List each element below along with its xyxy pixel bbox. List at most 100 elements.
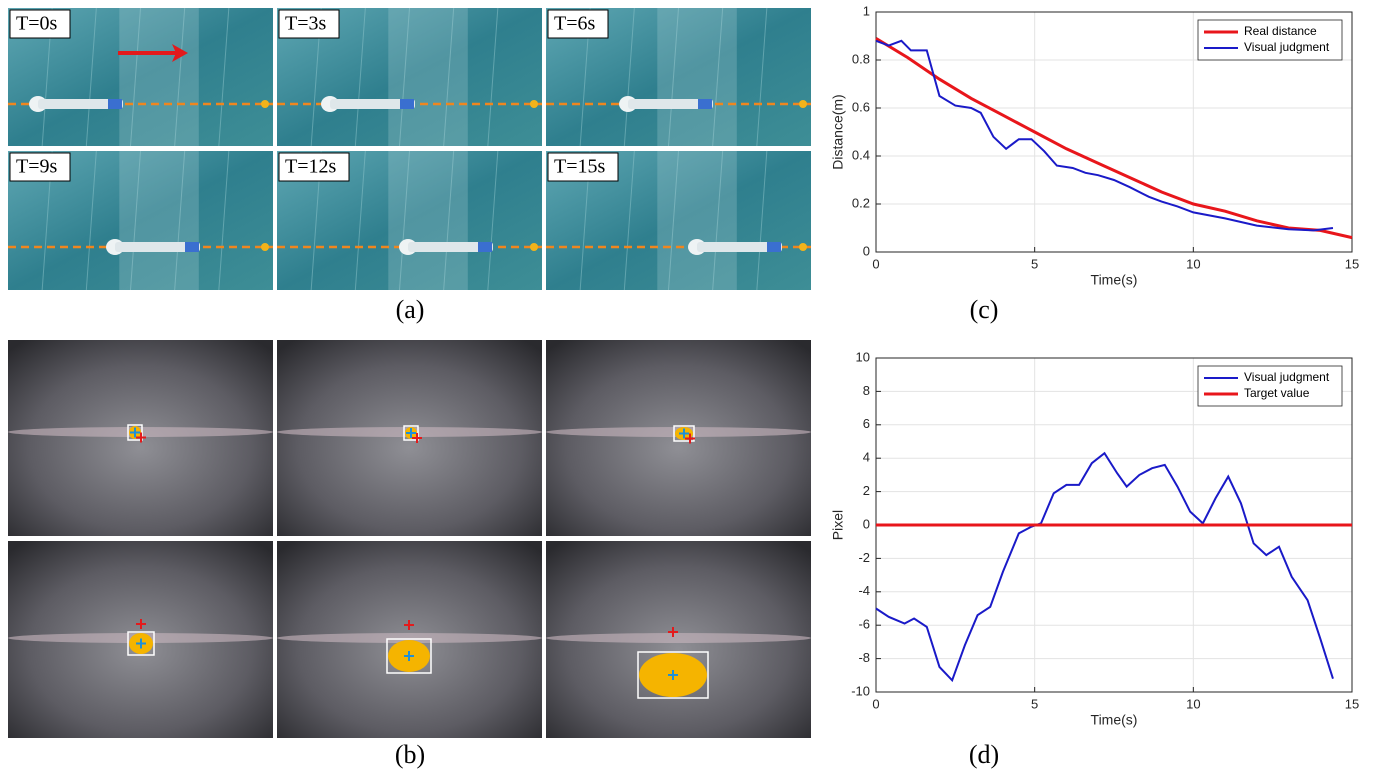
robot xyxy=(108,99,122,109)
robot xyxy=(330,99,415,109)
robot xyxy=(38,99,123,109)
photo-detail xyxy=(487,7,499,147)
frame-label: T=12s xyxy=(285,156,336,178)
caption: (b) xyxy=(395,740,425,769)
caption: (d) xyxy=(969,740,999,769)
frame-label: T=15s xyxy=(554,156,605,178)
label-box xyxy=(278,152,350,182)
target xyxy=(530,243,538,251)
y-tick-label: 0.6 xyxy=(852,99,870,114)
arrow xyxy=(172,44,188,62)
robot xyxy=(698,99,712,109)
photo-detail xyxy=(443,7,455,147)
frame-label: T=9s xyxy=(16,156,57,178)
axes-box xyxy=(875,11,1353,253)
legend-label: Visual judgment xyxy=(1244,40,1330,54)
robot xyxy=(408,242,493,252)
x-tick-label: 5 xyxy=(1031,256,1038,271)
line xyxy=(875,39,1334,232)
legend-label: Real distance xyxy=(1244,24,1317,38)
bounding-box xyxy=(386,638,432,674)
y-tick-label: 0 xyxy=(863,243,870,258)
photo-detail xyxy=(487,150,499,291)
photo-detail xyxy=(354,7,366,147)
robot xyxy=(767,242,781,252)
target xyxy=(799,100,807,108)
y-tick-label: 8 xyxy=(863,383,870,398)
bounding-box xyxy=(637,651,709,699)
photo-detail xyxy=(218,150,230,291)
robot xyxy=(478,242,492,252)
x-tick-label: 10 xyxy=(1186,256,1200,271)
x-tick-label: 0 xyxy=(872,696,879,711)
label-box xyxy=(9,9,71,39)
x-tick-label: 10 xyxy=(1186,696,1200,711)
photo-detail xyxy=(668,150,679,291)
robot xyxy=(115,242,200,252)
frame-label: T=0s xyxy=(16,13,57,35)
y-axis-label: Distance(m) xyxy=(830,94,846,169)
robot xyxy=(697,242,782,252)
line xyxy=(875,451,1334,683)
label-box xyxy=(9,152,71,182)
frame-label: T=6s xyxy=(554,13,595,35)
x-tick-label: 15 xyxy=(1345,696,1359,711)
legend-box xyxy=(1197,365,1343,407)
photo-detail xyxy=(85,150,97,291)
photo-detail xyxy=(657,151,737,290)
y-tick-label: -2 xyxy=(858,550,870,565)
target xyxy=(530,100,538,108)
y-axis-label: Pixel xyxy=(830,510,846,540)
photo-detail xyxy=(756,7,768,147)
photo-detail xyxy=(712,7,724,147)
photo-detail xyxy=(399,7,410,147)
photo-detail xyxy=(756,150,768,291)
photo-detail xyxy=(174,150,186,291)
x-tick-label: 5 xyxy=(1031,696,1038,711)
y-tick-label: 4 xyxy=(863,450,870,465)
robot xyxy=(628,99,713,109)
y-tick-label: 0 xyxy=(863,516,870,531)
y-tick-label: -8 xyxy=(858,650,870,665)
x-axis-label: Time(s) xyxy=(1091,272,1138,288)
y-tick-label: -6 xyxy=(858,617,870,632)
y-tick-label: -10 xyxy=(851,683,870,698)
legend-label: Target value xyxy=(1244,386,1310,400)
y-tick-label: 6 xyxy=(863,416,870,431)
photo-detail xyxy=(546,633,811,643)
y-tick-label: 1 xyxy=(863,3,870,18)
photo-detail xyxy=(354,150,366,291)
photo-detail xyxy=(623,7,635,147)
robot xyxy=(400,99,414,109)
label-box xyxy=(547,152,619,182)
photo-detail xyxy=(388,8,468,146)
photo-detail xyxy=(712,150,724,291)
x-tick-label: 0 xyxy=(872,256,879,271)
x-tick-label: 15 xyxy=(1345,256,1359,271)
line xyxy=(875,37,1353,240)
target xyxy=(261,100,269,108)
photo-detail xyxy=(668,7,679,147)
target xyxy=(799,243,807,251)
legend-box xyxy=(1197,19,1343,61)
bounding-box xyxy=(127,631,155,656)
photo-detail xyxy=(657,8,737,146)
y-tick-label: 0.2 xyxy=(852,195,870,210)
photo-detail xyxy=(130,7,141,147)
y-tick-label: 0.4 xyxy=(852,147,870,162)
y-tick-label: -4 xyxy=(858,583,870,598)
photo-detail xyxy=(119,8,199,146)
photo-detail xyxy=(277,633,542,643)
label-box xyxy=(547,9,609,39)
photo-detail xyxy=(388,151,468,290)
x-axis-label: Time(s) xyxy=(1091,712,1138,728)
photo-detail xyxy=(119,151,199,290)
photo-detail xyxy=(130,150,141,291)
bounding-box xyxy=(673,425,695,442)
photo-detail xyxy=(174,7,186,147)
photo-detail xyxy=(443,150,455,291)
frame-label: T=3s xyxy=(285,13,326,35)
target xyxy=(261,243,269,251)
caption: (c) xyxy=(970,295,999,324)
